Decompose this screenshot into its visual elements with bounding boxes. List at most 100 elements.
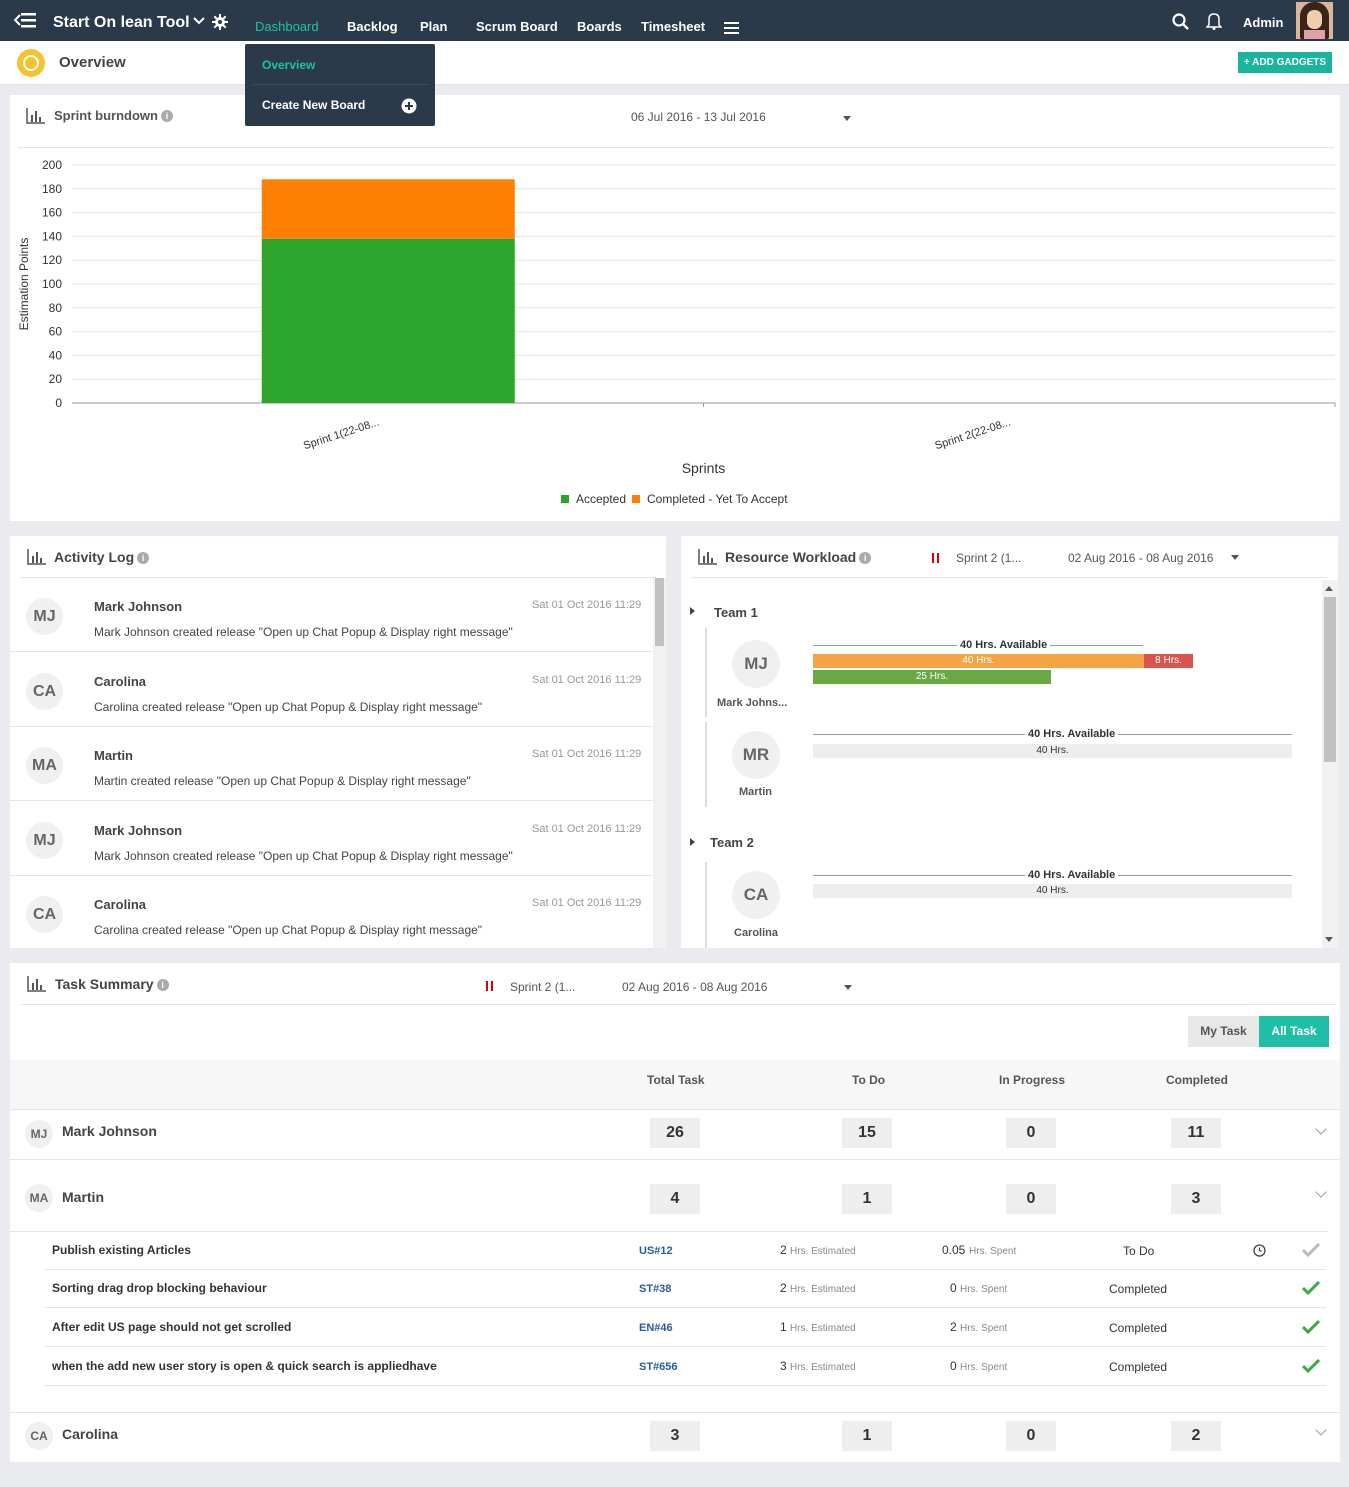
task-title[interactable]: After edit US page should not get scroll… [52, 1320, 292, 1334]
avatar: MR [732, 731, 780, 779]
pause-icon [932, 553, 939, 563]
member-name: Carolina [734, 927, 779, 939]
menu-item-create-new-board[interactable]: Create New Board [262, 98, 366, 112]
check-icon[interactable] [1302, 1320, 1320, 1334]
task-id-link[interactable]: EN#46 [639, 1322, 673, 1334]
chevron-down-icon[interactable] [1231, 555, 1239, 560]
panel-title: Sprint burndown i [54, 108, 173, 123]
clock-icon[interactable] [1253, 1244, 1266, 1257]
task-title[interactable]: Publish existing Articles [52, 1243, 191, 1257]
page-title: Overview [59, 54, 126, 71]
team-name[interactable]: Team 1 [714, 605, 758, 620]
panel-title: Activity Log i [54, 549, 150, 565]
task-id-link[interactable]: ST#38 [639, 1283, 672, 1295]
tab-all-task[interactable]: All Task [1259, 1016, 1329, 1047]
add-gadgets-button[interactable]: + ADD GADGETS [1238, 52, 1332, 73]
table-row[interactable]: CA Carolina 3 1 0 2 [10, 1413, 1340, 1462]
inprogress-count: 0 [1006, 1184, 1056, 1214]
activity-time: Sat 01 Oct 2016 11:29 [532, 673, 642, 686]
scrollbar[interactable] [653, 578, 666, 948]
activity-text: Carolina created release "Open up Chat P… [94, 923, 483, 937]
y-tick-label: 80 [49, 301, 63, 315]
task-detail-row[interactable]: Publish existing Articles US#12 2 Hrs. Esti… [44, 1231, 1326, 1270]
collapse-menu-icon[interactable] [14, 12, 36, 28]
expand-team-icon[interactable] [690, 838, 695, 846]
list-item[interactable]: CA Carolina Sat 01 Oct 2016 11:29 Carolina … [10, 653, 653, 727]
y-tick-label: 120 [42, 253, 62, 267]
nav-backlog[interactable]: Backlog [347, 19, 398, 34]
nav-plan[interactable]: Plan [420, 19, 448, 34]
menu-item-overview[interactable]: Overview [262, 58, 316, 72]
task-title[interactable]: when the add new user story is open & qu… [52, 1359, 437, 1373]
more-menu-icon[interactable] [724, 22, 740, 34]
activity-text: Mark Johnson created release "Open up Ch… [94, 625, 513, 639]
estimated-hours: 2 [780, 1243, 787, 1257]
availability-label: 40 Hrs. Available [1025, 728, 1119, 740]
table-row[interactable]: MA Martin 4 1 0 3 [10, 1175, 1340, 1231]
list-item[interactable]: MA Martin Sat 01 Oct 2016 11:29 Martin crea… [10, 727, 653, 801]
y-tick-label: 60 [49, 325, 63, 339]
sprint-select[interactable]: Sprint 2 (1... [956, 551, 1022, 565]
activity-time: Sat 01 Oct 2016 11:29 [532, 599, 642, 611]
nav-scrum-board[interactable]: Scrum Board [476, 19, 558, 34]
nav-boards[interactable]: Boards [577, 19, 622, 34]
date-range[interactable]: 02 Aug 2016 - 08 Aug 2016 [1068, 551, 1214, 565]
list-item[interactable]: CA Carolina Sat 01 Oct 2016 11:29 Carolina … [10, 876, 653, 948]
chevron-down-icon[interactable] [843, 116, 851, 121]
date-range[interactable]: 06 Jul 2016 - 13 Jul 2016 [631, 110, 766, 124]
activity-text: Mark Johnson created release "Open up Ch… [94, 848, 513, 863]
task-detail-row[interactable]: After edit US page should not get scroll… [44, 1308, 1326, 1347]
chevron-down-icon[interactable] [1315, 1123, 1327, 1135]
scrollbar[interactable] [1322, 580, 1338, 948]
sprint-select[interactable]: Sprint 2 (1... [510, 980, 576, 994]
search-icon[interactable] [1172, 13, 1189, 30]
spent-bar: 25 Hrs. [813, 670, 1051, 684]
chart-icon [27, 976, 46, 992]
inprogress-count: 0 [1006, 1421, 1056, 1451]
table-row[interactable]: MJ Mark Johnson 26 15 0 11 [10, 1110, 1340, 1159]
y-tick-label: 100 [42, 277, 62, 291]
chevron-up-icon[interactable] [1315, 1186, 1327, 1198]
date-range[interactable]: 02 Aug 2016 - 08 Aug 2016 [622, 980, 768, 994]
chevron-down-icon[interactable] [844, 985, 852, 990]
check-icon[interactable] [1302, 1359, 1320, 1373]
chevron-down-icon[interactable] [1315, 1424, 1327, 1436]
tab-my-task[interactable]: My Task [1188, 1016, 1259, 1047]
member-name: Mark Johns... [717, 697, 788, 709]
list-item[interactable]: MJ Mark Johnson Sat 01 Oct 2016 11:29 Mark … [10, 578, 653, 652]
activity-log-panel: Activity Log i MJ Mark Johnson Sat 01 Oct 2… [10, 536, 666, 948]
activity-time: Sat 01 Oct 2016 11:29 [532, 897, 642, 909]
nav-dashboard[interactable]: Dashboard [255, 19, 319, 34]
table-header: Total Task To Do In Progress Completed [10, 1060, 1340, 1109]
task-detail-row[interactable]: Sorting drag drop blocking behaviour ST#3… [44, 1269, 1326, 1308]
plus-circle-icon[interactable] [401, 98, 417, 114]
task-id-link[interactable]: US#12 [639, 1245, 673, 1257]
expand-team-icon[interactable] [690, 607, 695, 615]
task-detail-row[interactable]: when the add new user story is open & qu… [44, 1347, 1326, 1386]
chevron-down-icon[interactable] [193, 17, 205, 25]
workload-bar: 40 Hrs. [813, 744, 1292, 758]
workload-bar: 40 Hrs. [813, 884, 1292, 898]
activity-time: Sat 01 Oct 2016 11:29 [532, 748, 642, 760]
app-title[interactable]: Start On lean Tool [53, 14, 190, 31]
legend-label: Completed - Yet To Accept [647, 492, 788, 506]
info-icon: i [156, 979, 169, 991]
gear-icon[interactable] [212, 14, 228, 30]
info-icon: i [137, 552, 150, 564]
total-count: 4 [650, 1184, 700, 1214]
list-item[interactable]: MJ Mark Johnson Sat 01 Oct 2016 11:29 Mark … [10, 802, 653, 876]
activity-user: Mark Johnson [94, 822, 183, 838]
completed-count: 3 [1171, 1184, 1221, 1214]
task-id-link[interactable]: ST#656 [639, 1361, 678, 1373]
task-title[interactable]: Sorting drag drop blocking behaviour [52, 1281, 267, 1295]
task-status: To Do [1123, 1244, 1155, 1258]
check-icon[interactable] [1302, 1281, 1320, 1295]
check-icon[interactable] [1302, 1243, 1320, 1257]
team-name[interactable]: Team 2 [710, 835, 754, 850]
avatar[interactable] [1296, 2, 1333, 39]
estimated-label: Hrs. Estimated [790, 1246, 856, 1257]
divider [20, 577, 656, 578]
user-name[interactable]: Admin [1243, 15, 1284, 30]
nav-timesheet[interactable]: Timesheet [641, 19, 706, 34]
bell-icon[interactable] [1206, 12, 1222, 30]
